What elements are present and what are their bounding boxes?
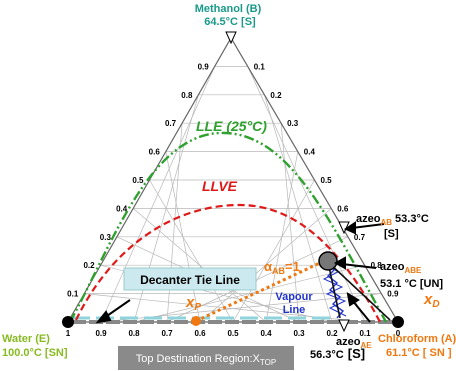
xd-label: xD (423, 291, 440, 310)
tick-labels: 0.1 0.2 0.3 0.4 0.5 0.6 0.7 0.8 0.9 0.1 0.2 0.3 0.4 0… (66, 62, 401, 338)
tick-label-right: 0.7 (354, 233, 366, 242)
grid-line (247, 66, 366, 323)
vapour-line-label: Vapour Line (275, 291, 313, 316)
grid-line (132, 208, 267, 323)
tick-label-right: 0.5 (321, 176, 333, 185)
tick-label-bottom: 0 (396, 329, 401, 338)
chloroform-vertex-marker (392, 316, 404, 328)
tick-label-left: 0.4 (116, 204, 128, 213)
lle-curve (68, 131, 388, 323)
llve-label: LLVE (202, 178, 238, 194)
tick-label-left: 0.2 (83, 261, 95, 270)
tick-label-bottom: 0.9 (95, 329, 107, 338)
tick-label-bottom: 0.1 (359, 329, 371, 338)
tick-label-left: 0.9 (198, 62, 210, 71)
top-destination-text: Top Destination Region:XTOP (136, 353, 276, 367)
arrows (95, 221, 385, 324)
azeo-abe-label: azeoABE (380, 261, 422, 275)
tick-label-right: 0.3 (287, 119, 299, 128)
xp-label: xP (185, 294, 201, 313)
tick-label-bottom: 0.5 (227, 329, 239, 338)
azeo-abe-temp: 53.1 °C [UN] (380, 278, 443, 290)
distillation-boundary-2 (327, 261, 341, 319)
chloroform-label: Chloroform (A) (378, 333, 456, 345)
grid-line (265, 151, 299, 323)
vapour-line (326, 261, 345, 319)
grid-line (264, 94, 333, 323)
tick-label-right: 0.9 (387, 290, 399, 299)
tick-label-left: 0.8 (181, 91, 193, 100)
azeo-ab-tag: [S] (384, 228, 399, 240)
tick-label-bottom: 0.3 (293, 329, 305, 338)
chloroform-temp: 61.1°C [ SN ] (386, 347, 452, 359)
tick-label-bottom: 0.7 (161, 329, 173, 338)
tick-label-left: 0.7 (165, 119, 177, 128)
top-destination-box (118, 346, 294, 370)
methanol-label: Methanol (B) (195, 3, 262, 15)
tick-label-right: 0.2 (270, 91, 282, 100)
alpha-label: αAB=1 (264, 259, 300, 276)
tick-label-left: 0.5 (132, 176, 144, 185)
tick-label-bottom: 0.2 (326, 329, 338, 338)
water-label: Water (E) (2, 333, 50, 345)
tick-label-bottom: 0.8 (128, 329, 140, 338)
distillation-boundary (327, 261, 391, 321)
tick-label-right: 0.6 (337, 204, 349, 213)
alpha-boundary-line (195, 260, 323, 323)
tick-label-left: 0.6 (149, 148, 161, 157)
tick-label-left: 0.1 (67, 290, 79, 299)
azeo-ae-label: azeoAE (336, 336, 372, 350)
tick-label-left: 0.3 (100, 233, 112, 242)
tick-label-right: 0.1 (254, 62, 266, 71)
tick-label-bottom: 0.4 (260, 329, 272, 338)
azeo-ae-marker (338, 319, 350, 333)
tick-label-bottom: 1 (66, 329, 71, 338)
water-temp: 100.0°C [SN] (2, 347, 68, 359)
water-vertex-marker (62, 316, 74, 328)
methanol-temp: 64.5°C [S] (204, 16, 256, 28)
grid-line (149, 179, 234, 323)
tick-label-bottom: 0.6 (194, 329, 206, 338)
xp-point (191, 316, 201, 326)
vapour-line-2 (322, 263, 347, 317)
methanol-vertex-marker (225, 31, 237, 45)
grid-line (280, 123, 300, 323)
lle-label: LLE (25°C) (196, 118, 267, 134)
azeo-ab-label: azeoAB 53.3°C (356, 213, 429, 227)
tick-label-right: 0.4 (304, 148, 316, 157)
decanter-callout-box (123, 267, 257, 291)
tick-label-right: 0.8 (371, 261, 383, 270)
decanter-callout-text: Decanter Tie Line (140, 273, 240, 287)
azeo-ae-temp: 56.3°C [S] (310, 346, 365, 361)
azeo-abe-marker (318, 251, 338, 271)
